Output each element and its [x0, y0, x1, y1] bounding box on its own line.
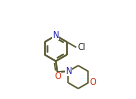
Text: N: N — [53, 31, 59, 40]
Text: O: O — [89, 78, 96, 87]
Text: N: N — [65, 67, 71, 76]
Text: O: O — [54, 72, 61, 81]
Text: Cl: Cl — [77, 43, 85, 52]
